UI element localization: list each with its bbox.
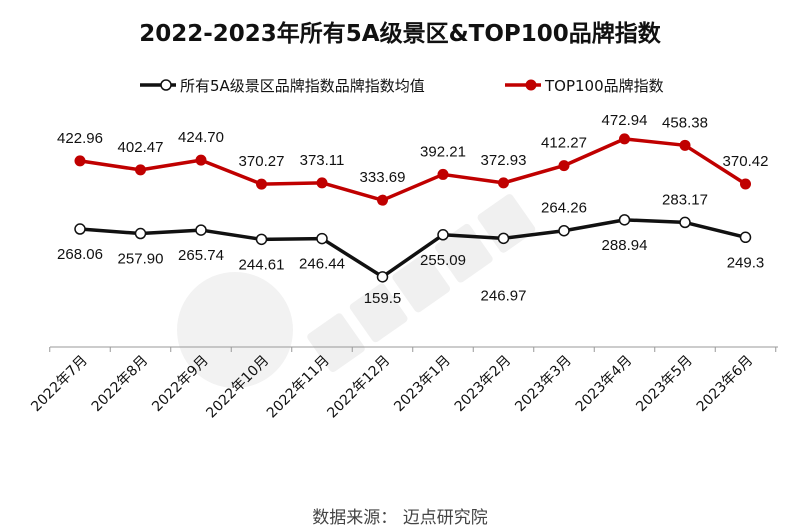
data-point bbox=[437, 168, 449, 180]
data-point bbox=[256, 178, 267, 190]
data-point bbox=[618, 214, 631, 226]
x-tick-label: 2023年2月 bbox=[452, 353, 515, 416]
data-point bbox=[619, 133, 630, 145]
data-point bbox=[376, 271, 389, 283]
legend-marker bbox=[525, 79, 537, 91]
source-note: 数据来源： 迈点研究院 bbox=[312, 508, 488, 528]
data-label: 372.93 bbox=[481, 152, 527, 169]
data-label: 283.17 bbox=[662, 191, 708, 208]
data-label: 392.21 bbox=[420, 143, 466, 160]
x-tick-label: 2023年4月 bbox=[573, 353, 636, 416]
data-point bbox=[135, 164, 146, 176]
chart-title: 2022-2023年所有5A级景区&TOP100品牌指数 bbox=[139, 21, 661, 47]
data-label: 370.42 bbox=[723, 153, 769, 170]
data-point bbox=[679, 216, 691, 229]
watermark-glyph bbox=[477, 194, 536, 253]
data-label: 458.38 bbox=[662, 114, 708, 131]
data-label: 265.74 bbox=[178, 247, 224, 264]
data-label: 159.5 bbox=[364, 290, 402, 307]
x-tick-label: 2023年5月 bbox=[633, 353, 696, 416]
data-label: 244.61 bbox=[239, 256, 285, 273]
data-label: 246.44 bbox=[299, 256, 345, 273]
x-tick-label: 2022年8月 bbox=[89, 353, 152, 416]
data-point bbox=[74, 155, 86, 167]
data-point bbox=[134, 227, 147, 240]
data-label: 373.11 bbox=[300, 152, 345, 169]
data-label: 402.47 bbox=[118, 139, 164, 156]
data-label: 422.96 bbox=[57, 130, 103, 147]
data-point bbox=[377, 194, 388, 206]
series-line-0 bbox=[79, 218, 746, 279]
data-label: 268.06 bbox=[57, 246, 103, 263]
x-tick-label: 2023年6月 bbox=[694, 353, 757, 416]
legend-label: TOP100品牌指数 bbox=[544, 77, 664, 95]
data-point bbox=[740, 178, 751, 190]
data-point bbox=[316, 177, 328, 189]
series-line-1 bbox=[79, 137, 747, 202]
x-tick-label: 2022年7月 bbox=[28, 353, 91, 416]
data-label: 333.69 bbox=[360, 169, 406, 186]
data-label: 264.26 bbox=[541, 200, 587, 217]
x-tick-label: 2022年9月 bbox=[149, 353, 212, 416]
x-tick-label: 2023年1月 bbox=[391, 353, 454, 416]
data-label: 370.27 bbox=[239, 153, 285, 170]
data-point bbox=[558, 224, 570, 237]
data-label: 249.3 bbox=[727, 254, 765, 271]
data-label: 472.94 bbox=[602, 112, 648, 129]
data-point bbox=[255, 233, 268, 246]
legend-label: 所有5A级景区品牌指数品牌指数均值 bbox=[180, 77, 425, 95]
watermark-glyph bbox=[392, 253, 451, 313]
watermark bbox=[307, 194, 536, 373]
data-label: 257.90 bbox=[118, 251, 164, 268]
watermark-glyph bbox=[349, 283, 408, 343]
data-point bbox=[498, 177, 509, 189]
data-point bbox=[558, 160, 570, 172]
data-label: 424.70 bbox=[178, 129, 224, 146]
data-point bbox=[679, 139, 691, 151]
data-label: 288.94 bbox=[602, 237, 648, 254]
data-label: 255.09 bbox=[420, 252, 466, 269]
data-label: 412.27 bbox=[541, 135, 587, 152]
watermark-glyph bbox=[307, 313, 365, 373]
x-tick-label: 2023年3月 bbox=[512, 353, 575, 416]
watermark-logo bbox=[177, 272, 293, 388]
data-point bbox=[437, 229, 449, 241]
data-point bbox=[195, 224, 207, 236]
data-label: 246.97 bbox=[481, 287, 527, 304]
legend-marker bbox=[160, 79, 172, 91]
data-point bbox=[74, 223, 86, 235]
data-point bbox=[316, 232, 328, 245]
data-point bbox=[195, 154, 207, 166]
data-point bbox=[497, 232, 510, 245]
data-point bbox=[739, 231, 752, 244]
